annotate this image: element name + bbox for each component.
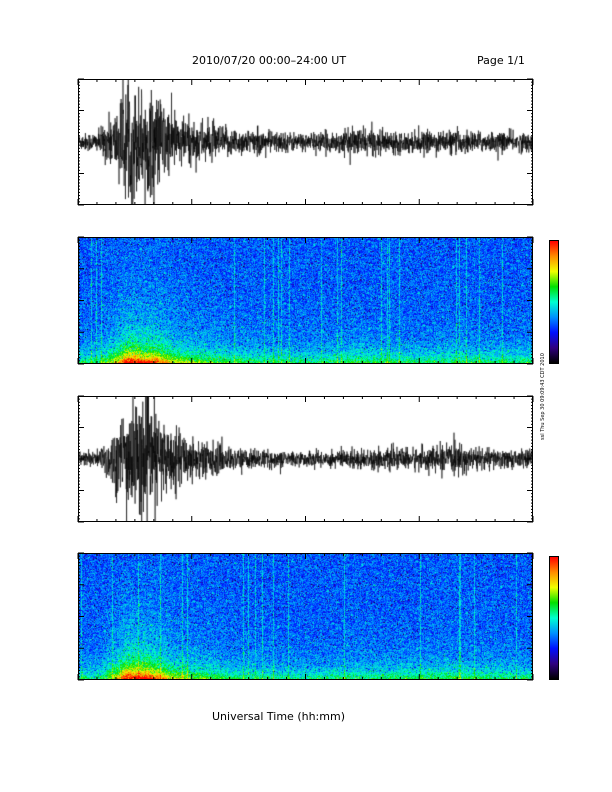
by-spectrogram-image — [79, 554, 532, 679]
bx-spectrogram-image — [79, 238, 532, 363]
timestamp-stamp: ssl Thu Sep 30 09:09:43 CDT 2010 — [540, 353, 546, 440]
page-number: Page 1/1 — [477, 54, 525, 67]
bx-dbdt-trace — [79, 80, 532, 204]
colorbar-by — [549, 556, 559, 680]
colorbar-bx — [549, 240, 559, 364]
by-dbdt-plot — [78, 396, 533, 522]
by-dbdt-trace — [79, 397, 532, 521]
x-axis-title: Universal Time (hh:mm) — [212, 710, 345, 723]
bx-dbdt-plot — [78, 79, 533, 205]
page-title: 2010/07/20 00:00–24:00 UT — [192, 54, 347, 67]
by-spectrogram — [78, 553, 533, 680]
